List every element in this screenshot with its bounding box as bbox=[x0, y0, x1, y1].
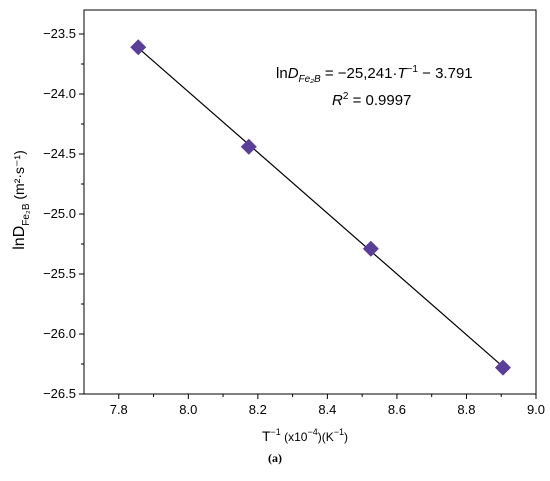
y-tick-label: −23.5 bbox=[43, 26, 76, 41]
y-tick-label: −26.5 bbox=[43, 386, 76, 401]
x-tick-label: 8.6 bbox=[388, 402, 406, 417]
x-axis-ticks: 7.8 8.0 8.2 8.4 8.6 8.8 9.0 bbox=[110, 394, 545, 417]
y-axis-ticks: −23.5 −24.0 −24.5 −25.0 −25.5 −26.0 −26.5 bbox=[43, 26, 84, 401]
data-point-marker bbox=[240, 138, 257, 155]
r-squared: R2 = 0.9997 bbox=[332, 91, 411, 109]
y-tick-label: −24.5 bbox=[43, 146, 76, 161]
y-tick-label: −25.0 bbox=[43, 206, 76, 221]
y-tick-label: −26.0 bbox=[43, 326, 76, 341]
y-tick-label: −24.0 bbox=[43, 86, 76, 101]
data-point-marker bbox=[130, 39, 147, 56]
x-tick-label: 8.8 bbox=[457, 402, 475, 417]
plot-frame bbox=[83, 9, 537, 395]
y-tick-label: −25.5 bbox=[43, 266, 76, 281]
x-tick-label: 8.0 bbox=[179, 402, 197, 417]
chart: 7.8 8.0 8.2 8.4 8.6 8.8 9.0 −23.5 −24.0 −24.5 −25… bbox=[11, 9, 545, 444]
figure-caption: (a) bbox=[268, 451, 282, 465]
data-point-marker bbox=[494, 359, 511, 376]
x-tick-label: 8.2 bbox=[249, 402, 267, 417]
y-axis-label: lnDFe₂B (m²·s⁻¹) bbox=[11, 150, 32, 250]
x-axis-label: T−1 (x10−4)(K−1) bbox=[262, 427, 348, 444]
data-point-marker bbox=[362, 240, 379, 257]
fit-line bbox=[137, 47, 504, 368]
fit-equation: lnDFe₂B = −25,241·T−1 − 3.791 bbox=[276, 64, 473, 85]
x-tick-label: 7.8 bbox=[110, 402, 128, 417]
x-tick-label: 9.0 bbox=[527, 402, 545, 417]
x-tick-label: 8.4 bbox=[318, 402, 336, 417]
data-points bbox=[130, 39, 511, 376]
